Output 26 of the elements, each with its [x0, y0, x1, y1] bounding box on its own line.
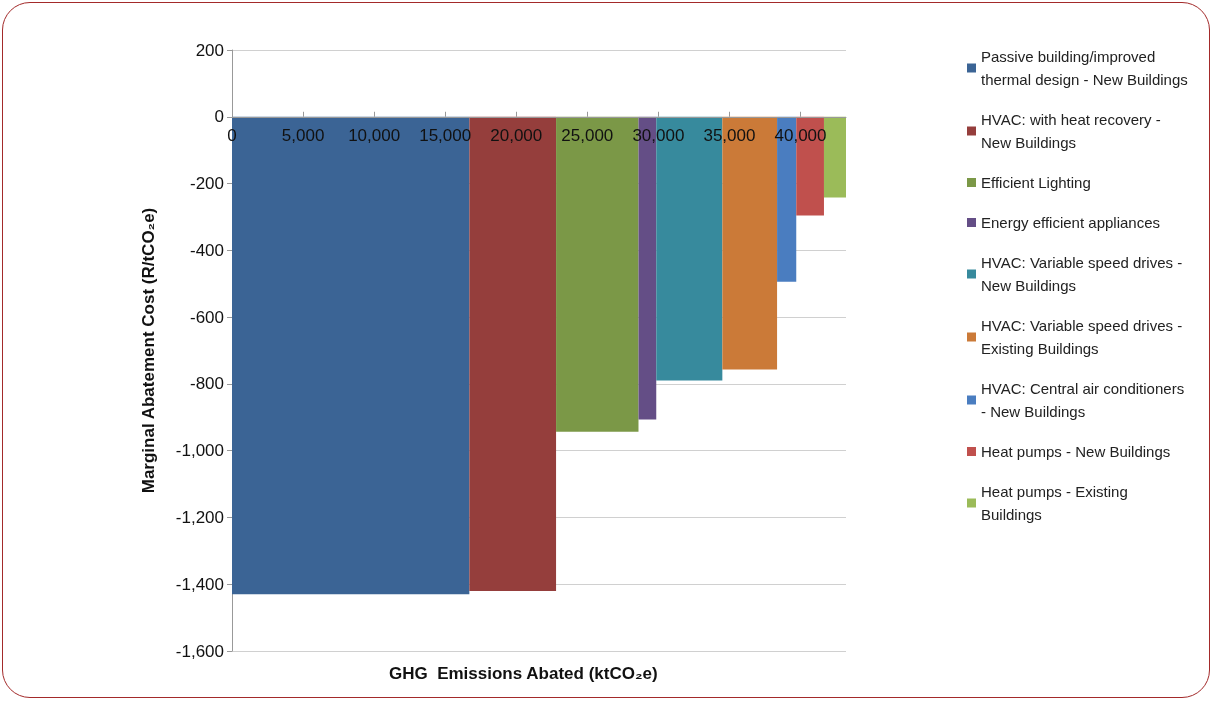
legend-label: Efficient Lighting: [981, 174, 1091, 191]
y-tick-label: -1,000: [175, 441, 224, 461]
legend-label: Energy efficient appliances: [981, 214, 1161, 231]
legend-label: HVAC: with heat recovery - New Buildings: [981, 111, 1165, 151]
x-tick-label: 10,000: [348, 125, 401, 145]
x-tick-label: 0: [227, 125, 237, 145]
y-tick-label: 0: [214, 107, 224, 127]
y-tick-label: 200: [195, 40, 224, 60]
y-tick-label: -200: [189, 174, 224, 194]
legend-label: HVAC: Variable speed drives - New Buildings: [981, 254, 1187, 294]
x-axis-title: GHG Emissions Abated (ktCO₂e): [389, 664, 658, 683]
legend-label: Heat pumps - New Buildings: [981, 443, 1171, 460]
x-tick-label: 25,000: [561, 125, 614, 145]
y-tick-label: -1,400: [175, 574, 224, 594]
y-tick-label: -1,600: [175, 641, 224, 661]
y-tick-label: -800: [189, 374, 224, 394]
legend-label: HVAC: Variable speed drives - Existing Buildings: [981, 317, 1187, 357]
y-axis-title: Marginal Abatement Cost (R/tCO₂e): [139, 207, 158, 494]
x-tick-label: 20,000: [490, 125, 543, 145]
legend-label: Heat pumps - Existing Buildings: [981, 483, 1132, 523]
legend-label: Passive building/improved thermal design - New Buildings: [981, 48, 1188, 88]
x-tick-label: 5,000: [281, 125, 325, 145]
legend-label: HVAC: Central air conditioners - New Buildings: [981, 380, 1189, 420]
y-tick-label: -400: [189, 240, 224, 260]
y-tick-label: -600: [189, 307, 224, 327]
y-tick-label: -1,200: [175, 507, 224, 527]
